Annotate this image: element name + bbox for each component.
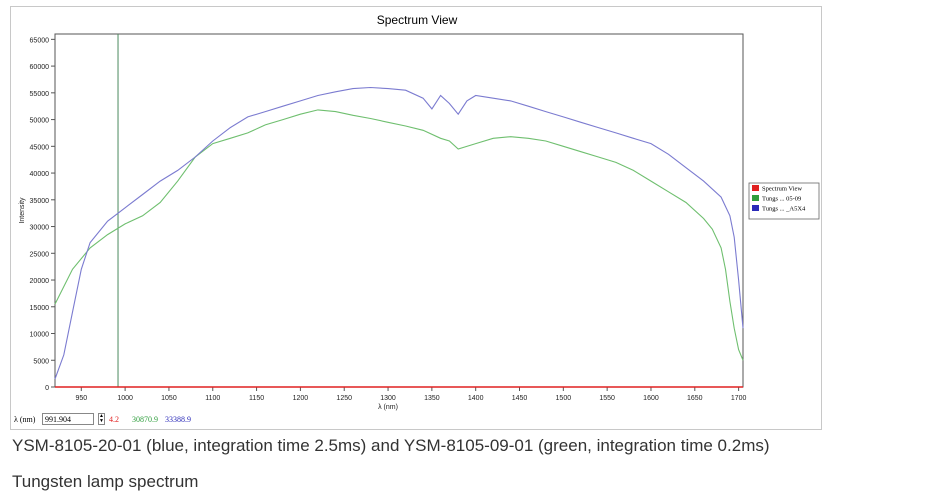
caption-line-1: YSM-8105-20-01 (blue, integration time 2…: [12, 436, 770, 455]
y-tick-label: 0: [45, 385, 49, 392]
y-tick-label: 20000: [30, 278, 50, 285]
x-tick-label: 1300: [380, 395, 396, 402]
x-tick-label: 1700: [731, 395, 747, 402]
legend-box: [748, 182, 820, 220]
spectrum-chart: Spectrum View 0 5000 10000 15000 20000 25000 30…: [19, 13, 820, 411]
x-tick-label: 1000: [117, 395, 133, 402]
y-axis-label: Intensity: [19, 197, 26, 224]
legend-swatch-0: [752, 185, 759, 191]
x-tick-label: 1100: [205, 395, 220, 402]
x-axis-label: λ (nm): [378, 404, 398, 411]
y-tick-label: 35000: [30, 198, 50, 205]
x-tick-label: 1150: [249, 395, 264, 402]
y-tick-label: 10000: [30, 332, 50, 339]
legend-swatch-1: [752, 195, 759, 201]
y-tick-label: 55000: [30, 91, 50, 98]
y-tick-label: 30000: [30, 225, 50, 232]
blue-readout: 33388.9: [165, 415, 191, 424]
green-readout: 30870.9: [132, 415, 158, 424]
chart-frame: Spectrum View 0 5000 10000 15000 20000 25000 30…: [10, 6, 822, 430]
legend-label-1: Tungs ... 05-09: [762, 196, 801, 203]
plot-area: [54, 33, 744, 388]
x-tick-label: 1200: [293, 395, 309, 402]
wavelength-value: 991.904: [45, 415, 71, 424]
caption-line-2: Tungsten lamp spectrum: [12, 472, 199, 491]
x-tick-label: 1050: [161, 395, 177, 402]
x-tick-label: 1350: [424, 395, 440, 402]
x-tick-label: 950: [75, 395, 87, 402]
y-tick-label: 40000: [30, 171, 50, 178]
x-tick-label: 1500: [556, 395, 572, 402]
x-tick-label: 1650: [687, 395, 703, 402]
series-line-1: [54, 109, 744, 361]
x-tick-label: 1550: [599, 395, 615, 402]
red-readout: 4.2: [109, 415, 119, 424]
y-tick-label: 15000: [30, 305, 50, 312]
y-tick-label: 5000: [33, 358, 49, 365]
y-tick-label: 25000: [30, 251, 50, 258]
legend-label-2: Tungs ... _A5X4: [762, 206, 806, 213]
x-tick-label: 1400: [468, 395, 484, 402]
series-line-2: [54, 86, 744, 380]
y-tick-label: 60000: [30, 64, 50, 71]
legend-label-0: Spectrum View: [762, 186, 802, 193]
legend-swatch-2: [752, 205, 759, 211]
x-tick-label: 1450: [512, 395, 528, 402]
y-tick-label: 65000: [30, 37, 50, 44]
chart-title: Spectrum View: [377, 13, 458, 27]
y-tick-label: 50000: [30, 118, 50, 125]
wavelength-label: λ (nm): [14, 415, 36, 424]
x-tick-label: 1250: [336, 395, 352, 402]
wavelength-input[interactable]: 991.904: [42, 413, 94, 425]
y-tick-label: 45000: [30, 144, 50, 151]
wavelength-spinner[interactable]: ▲ ▼: [98, 413, 105, 425]
status-bar: λ (nm) 991.904 ▲ ▼ 4.2 30870.9 33388.9: [10, 412, 822, 430]
x-tick-label: 1600: [643, 395, 659, 402]
